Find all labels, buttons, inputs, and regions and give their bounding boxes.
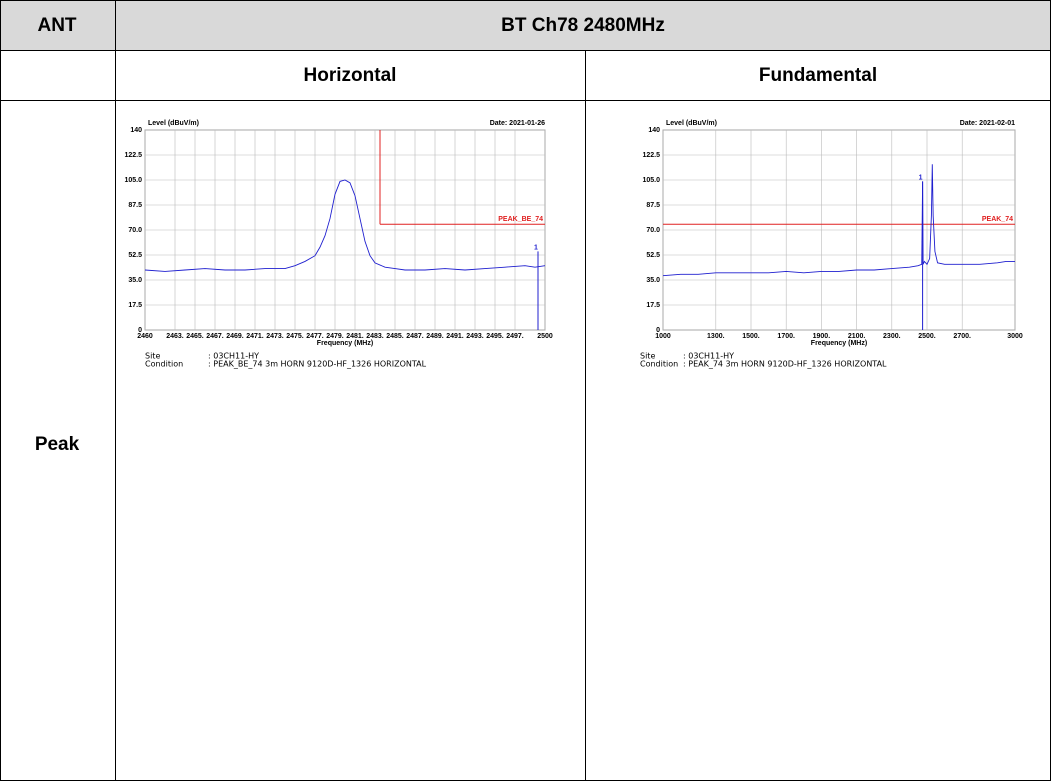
date: Date: 2021-02-01 <box>960 120 1015 127</box>
y-tick-label: 87.5 <box>646 202 660 209</box>
y-tick-label: 35.0 <box>646 277 660 284</box>
x-tick-label: 2483. <box>366 333 384 340</box>
x-tick-label: 1500. <box>742 333 760 340</box>
x-tick-label: 2491. <box>446 333 464 340</box>
x-tick-label: 2477. <box>306 333 324 340</box>
x-axis-label: Frequency (MHz) <box>317 340 373 347</box>
y-tick-label: 105.0 <box>124 177 142 184</box>
header-channel: BT Ch78 2480MHz <box>501 15 665 36</box>
x-tick-label: 2469. <box>226 333 244 340</box>
x-tick-label: 1700. <box>777 333 795 340</box>
x-tick-label: 2493. <box>466 333 484 340</box>
note-key: Condition <box>145 360 183 369</box>
x-tick-label: 2497. <box>506 333 524 340</box>
note-key: Site <box>640 352 655 361</box>
trace <box>662 164 1015 277</box>
limit-label: PEAK_74 <box>982 216 1013 223</box>
x-tick-label: 1300. <box>707 333 725 340</box>
y-tick-label: 52.5 <box>128 252 142 259</box>
y-tick-label: 35.0 <box>128 277 142 284</box>
x-axis-label: Frequency (MHz) <box>811 340 867 347</box>
y-tick-label: 0 <box>138 327 142 334</box>
x-tick-label: 2700. <box>953 333 971 340</box>
x-tick-label: 2485. <box>386 333 404 340</box>
x-tick-label: 2473. <box>266 333 284 340</box>
y-tick-label: 17.5 <box>646 302 660 309</box>
x-tick-label: 2500 <box>537 333 553 340</box>
x-tick-label: 2481. <box>346 333 364 340</box>
header-bg <box>0 0 1051 50</box>
row-label: Peak <box>35 434 80 455</box>
y-tick-label: 70.0 <box>646 227 660 234</box>
x-tick-label: 2489. <box>426 333 444 340</box>
x-tick-label: 2479. <box>326 333 344 340</box>
y-axis-label: Level (dBuV/m) <box>666 120 717 127</box>
note-key: Condition <box>640 360 678 369</box>
x-tick-label: 2465. <box>186 333 204 340</box>
x-tick-label: 2500. <box>918 333 936 340</box>
y-axis-label: Level (dBuV/m) <box>148 120 199 127</box>
x-tick-label: 2463. <box>166 333 184 340</box>
marker-label: 1 <box>919 174 923 181</box>
marker-label: 1 <box>534 244 538 251</box>
y-tick-label: 122.5 <box>124 152 142 159</box>
note-value: : PEAK_74 3m HORN 9120D-HF_1326 HORIZONT… <box>683 360 887 369</box>
subheader: Fundamental <box>759 65 877 86</box>
x-tick-label: 1000 <box>655 333 671 340</box>
y-tick-label: 70.0 <box>128 227 142 234</box>
y-tick-label: 140 <box>648 127 660 134</box>
x-tick-label: 2487. <box>406 333 424 340</box>
x-tick-label: 2495. <box>486 333 504 340</box>
note-key: Site <box>145 352 160 361</box>
note-value: : PEAK_BE_74 3m HORN 9120D-HF_1326 HORIZ… <box>208 360 427 369</box>
x-tick-label: 2475. <box>286 333 304 340</box>
y-tick-label: 0 <box>656 327 660 334</box>
limit-label: PEAK_BE_74 <box>498 216 543 223</box>
y-tick-label: 17.5 <box>128 302 142 309</box>
y-tick-label: 87.5 <box>128 202 142 209</box>
x-tick-label: 2467. <box>206 333 224 340</box>
note-value: : 03CH11-HY <box>683 352 734 361</box>
x-tick-label: 2300. <box>883 333 901 340</box>
y-tick-label: 105.0 <box>642 177 660 184</box>
x-tick-label: 1900. <box>813 333 831 340</box>
subheader: Horizontal <box>304 65 397 86</box>
trace <box>144 179 546 272</box>
y-tick-label: 140 <box>130 127 142 134</box>
x-tick-label: 2471. <box>246 333 264 340</box>
y-tick-label: 52.5 <box>646 252 660 259</box>
header-ant: ANT <box>37 15 76 36</box>
x-tick-label: 2460 <box>137 333 153 340</box>
y-tick-label: 122.5 <box>642 152 660 159</box>
date: Date: 2021-01-26 <box>490 120 545 127</box>
x-tick-label: 3000 <box>1007 333 1023 340</box>
x-tick-label: 2100. <box>848 333 866 340</box>
note-value: : 03CH11-HY <box>208 352 259 361</box>
